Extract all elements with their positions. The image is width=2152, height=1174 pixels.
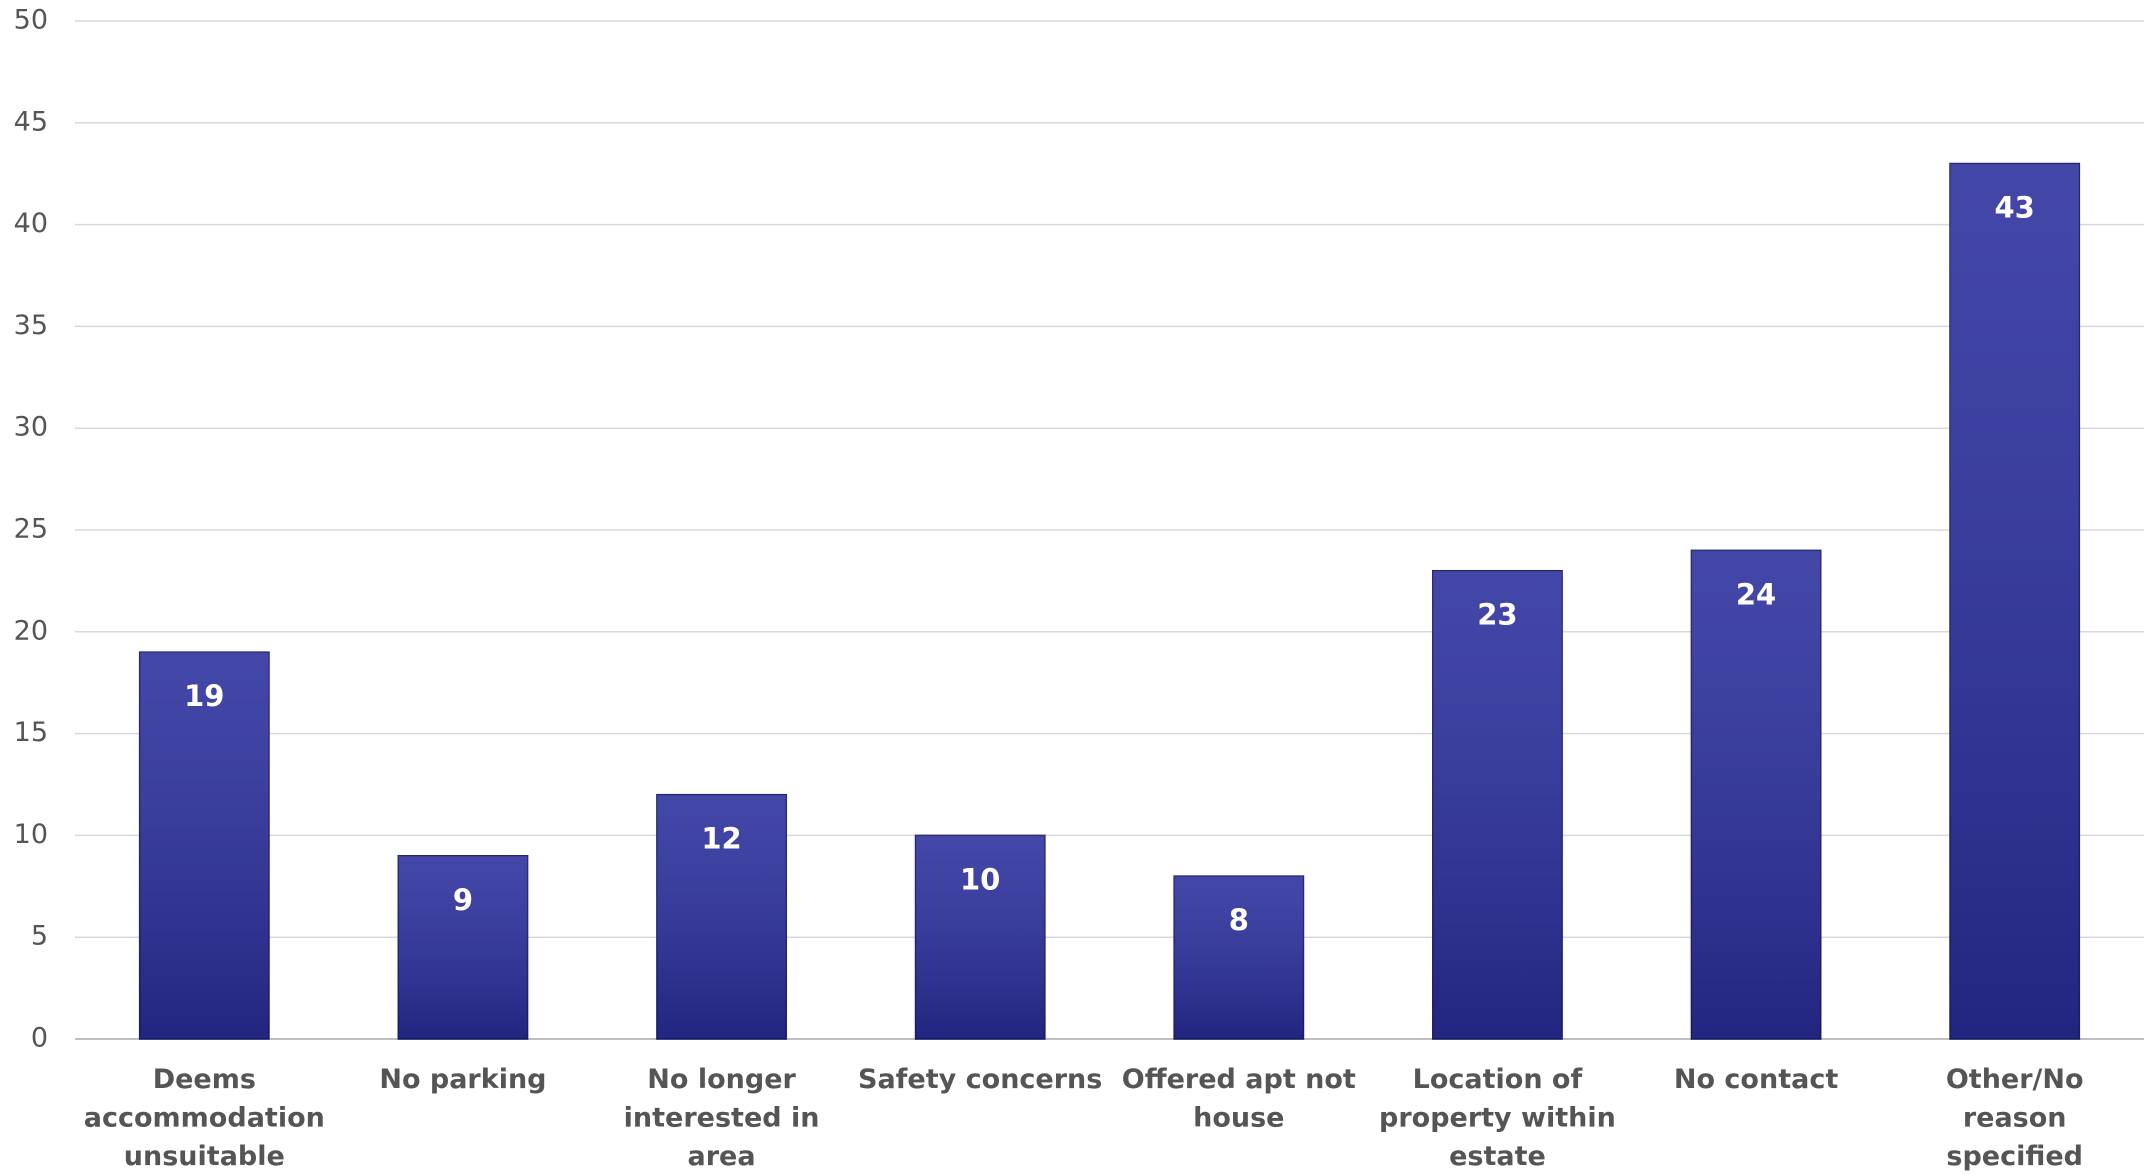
y-tick-label: 30 [14, 412, 48, 443]
bar-shade [1174, 876, 1304, 1039]
bar-shade [398, 855, 528, 1039]
x-tick-label: No parking [379, 1064, 546, 1095]
y-tick-label: 45 [14, 106, 48, 137]
bar-shade [915, 835, 1045, 1039]
x-tick-label: No longer interested in area [624, 1064, 820, 1172]
bar-shade [1691, 550, 1821, 1039]
x-tick-label: Other/No reason specified [1946, 1064, 2084, 1172]
value-label: 12 [701, 822, 741, 856]
y-tick-label: 50 [14, 5, 48, 36]
value-label: 43 [1995, 191, 2035, 225]
bar-shade [139, 652, 269, 1039]
value-label: 9 [453, 883, 473, 917]
y-tick-label: 0 [31, 1023, 48, 1054]
x-tick-label: No contact [1674, 1064, 1838, 1095]
x-tick-label: Location of property within estate [1379, 1064, 1616, 1172]
y-tick-label: 25 [14, 514, 48, 545]
y-tick-label: 35 [14, 310, 48, 341]
bar-shade [1950, 163, 2080, 1039]
x-tick-label: Offered apt not house [1122, 1064, 1356, 1134]
value-label: 8 [1229, 903, 1249, 937]
value-label: 23 [1477, 598, 1517, 632]
y-tick-label: 5 [31, 921, 48, 952]
bar-shade [1432, 570, 1563, 1039]
bar-shade [656, 794, 787, 1039]
x-tick-label: Safety concerns [858, 1064, 1102, 1095]
value-label: 10 [960, 862, 1000, 896]
y-tick-label: 15 [14, 717, 48, 748]
x-tick-label: Deems accommodation unsuitable [84, 1064, 325, 1172]
y-tick-label: 20 [14, 615, 48, 646]
y-tick-label: 10 [14, 819, 48, 850]
y-tick-label: 40 [14, 208, 48, 239]
value-label: 19 [184, 679, 224, 713]
value-label: 24 [1736, 577, 1776, 611]
